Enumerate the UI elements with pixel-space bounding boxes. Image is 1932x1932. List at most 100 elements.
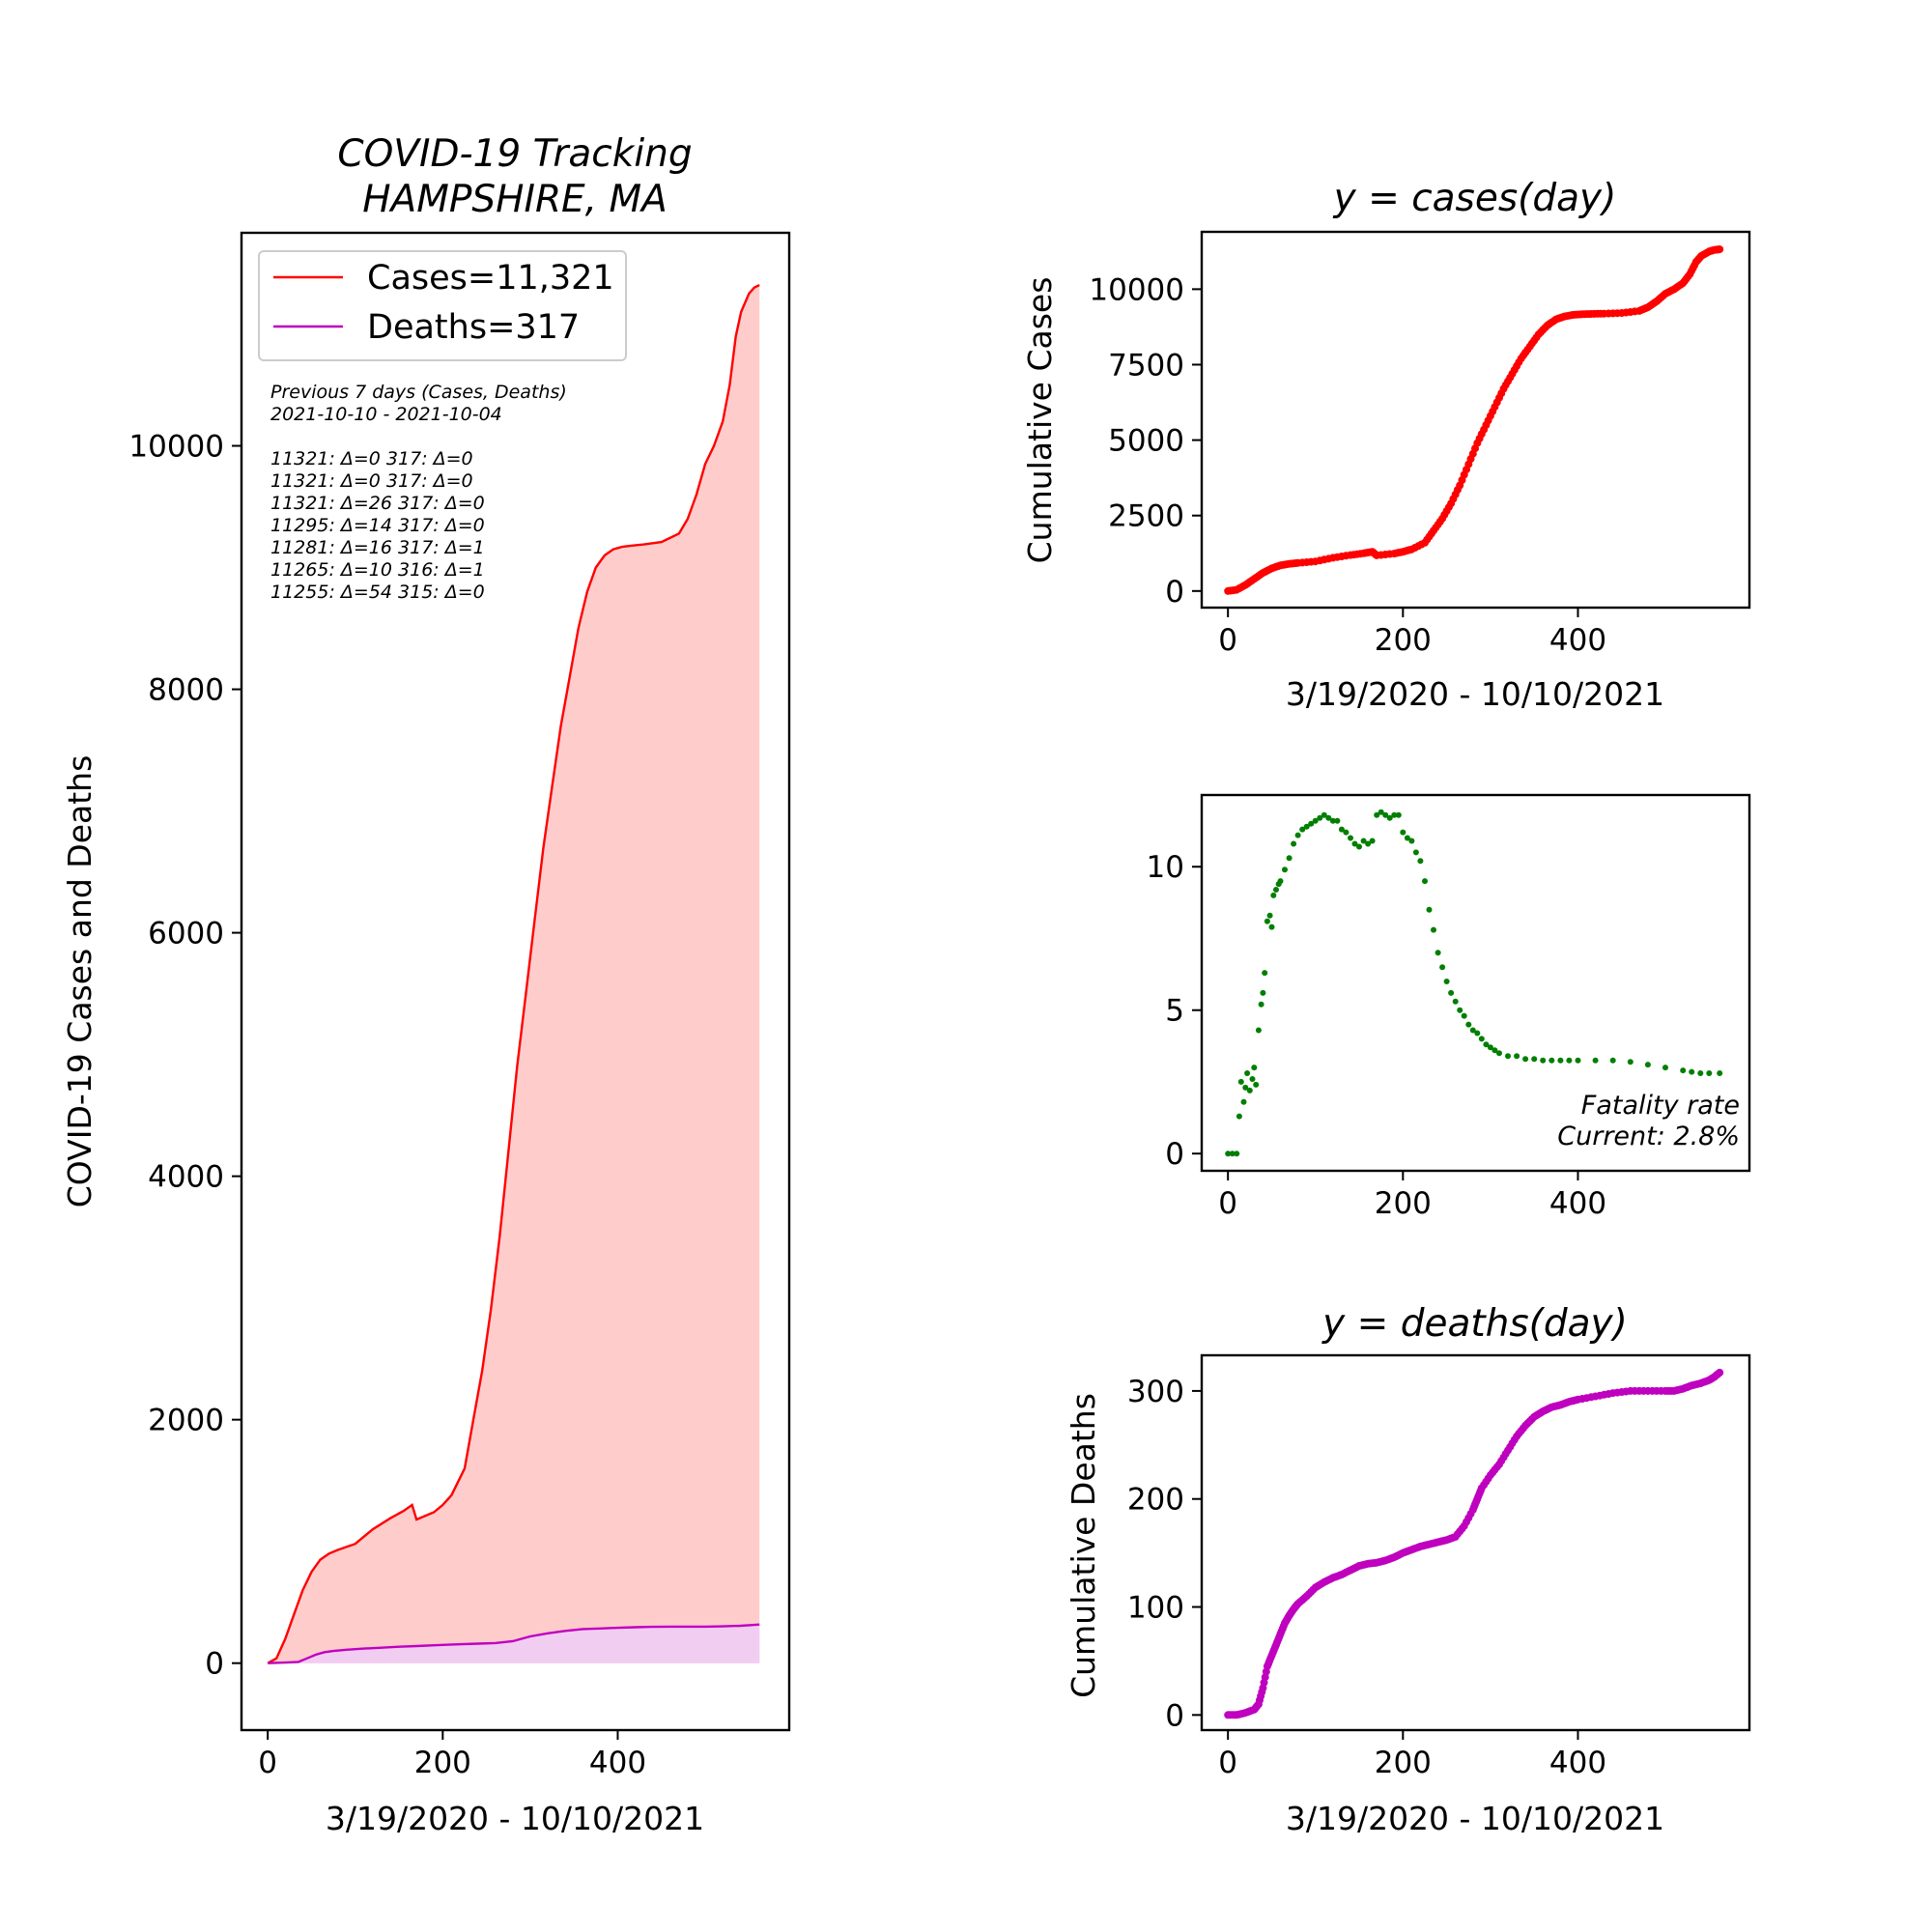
fatality-point bbox=[1644, 1062, 1651, 1068]
y-tick-label: 300 bbox=[1127, 1375, 1184, 1409]
fatality-point bbox=[1260, 989, 1266, 996]
fatality-point bbox=[1329, 817, 1336, 824]
note-line: 2021-10-10 - 2021-10-04 bbox=[270, 404, 502, 425]
x-tick-label: 0 bbox=[1218, 1746, 1237, 1780]
fatality-axis-ticks: 0 200 400 0 5 10 bbox=[1147, 850, 1607, 1221]
main-x-axis-label: 3/19/2020 - 10/10/2021 bbox=[326, 1800, 704, 1837]
legend-label-cases: Cases=11,321 bbox=[367, 259, 614, 298]
main-area-fills bbox=[268, 285, 760, 1663]
main-series-lines bbox=[267, 284, 760, 1664]
y-tick-label: 10 bbox=[1147, 850, 1184, 885]
fatality-point bbox=[1412, 849, 1419, 856]
main-y-axis-label: COVID-19 Cases and Deaths bbox=[61, 755, 99, 1208]
y-tick-label: 10000 bbox=[1089, 272, 1184, 307]
fatality-point bbox=[1706, 1070, 1713, 1076]
fatality-annotation-line-2: Current: 2.8% bbox=[1557, 1122, 1740, 1151]
previous-7-days-note: Previous 7 days (Cases, Deaths) 2021-10-… bbox=[270, 382, 567, 603]
x-tick-label: 200 bbox=[1375, 1186, 1432, 1221]
fatality-point bbox=[1234, 1151, 1240, 1157]
fatality-point bbox=[1321, 811, 1327, 818]
fatality-point bbox=[1395, 811, 1402, 818]
y-tick-label: 10000 bbox=[128, 430, 224, 465]
fatality-point bbox=[1270, 892, 1277, 898]
x-tick-label: 200 bbox=[1375, 623, 1432, 658]
fatality-point bbox=[1249, 1076, 1256, 1082]
fatality-point bbox=[1338, 826, 1345, 833]
fatality-point bbox=[1478, 1036, 1485, 1042]
fatality-point bbox=[1557, 1057, 1564, 1064]
fatality-point bbox=[1351, 840, 1358, 847]
fatality-point bbox=[1229, 1151, 1236, 1157]
legend-box bbox=[258, 250, 627, 361]
fatality-point bbox=[1448, 989, 1455, 996]
fatality-point bbox=[1452, 998, 1459, 1005]
fatality-point bbox=[1548, 1057, 1555, 1064]
fatality-point bbox=[1264, 918, 1270, 924]
main-plot-frame bbox=[240, 231, 791, 1732]
fatality-point bbox=[1268, 923, 1275, 930]
note-line: 11321: Δ=0 317: Δ=0 bbox=[270, 448, 473, 469]
main-chart-title-line-2: HAMPSHIRE, MA bbox=[362, 178, 668, 221]
y-tick-label: 100 bbox=[1127, 1591, 1184, 1626]
deaths-line bbox=[268, 1623, 760, 1664]
fatality-point bbox=[1391, 811, 1398, 818]
fatality-point bbox=[1697, 1070, 1704, 1076]
fatality-point bbox=[1627, 1059, 1634, 1065]
y-tick-label: 0 bbox=[1165, 575, 1184, 610]
fatality-point bbox=[1404, 835, 1410, 841]
cases-line bbox=[267, 284, 760, 1664]
fatality-point bbox=[1592, 1057, 1599, 1064]
deaths-chart-title: y = deaths(day) bbox=[1321, 1302, 1628, 1346]
fatality-point bbox=[1317, 814, 1323, 821]
fatality-point bbox=[1457, 1007, 1463, 1013]
fatality-point bbox=[1378, 809, 1384, 815]
y-tick-label: 6000 bbox=[148, 917, 224, 952]
x-tick-label: 0 bbox=[1218, 1186, 1237, 1221]
fatality-point bbox=[1277, 878, 1284, 885]
fatality-point bbox=[1505, 1053, 1511, 1060]
cases-area bbox=[268, 285, 760, 1663]
fatality-points bbox=[1225, 809, 1723, 1157]
y-tick-label: 4000 bbox=[148, 1160, 224, 1195]
x-tick-label: 200 bbox=[1375, 1746, 1432, 1780]
fatality-point bbox=[1334, 817, 1341, 824]
fatality-point bbox=[1386, 814, 1393, 821]
fatality-point bbox=[1469, 1027, 1476, 1034]
deaths-area bbox=[268, 1624, 760, 1663]
fatality-point bbox=[1299, 826, 1306, 833]
fatality-point bbox=[1496, 1050, 1502, 1057]
y-tick-label: 5000 bbox=[1108, 424, 1184, 459]
deaths-points bbox=[1224, 1368, 1724, 1719]
x-tick-label: 400 bbox=[1549, 623, 1606, 658]
fatality-point bbox=[1356, 843, 1362, 850]
x-tick-label: 400 bbox=[1549, 1186, 1606, 1221]
fatality-point bbox=[1492, 1047, 1498, 1054]
fatality-point bbox=[1689, 1068, 1695, 1075]
fatality-point bbox=[1258, 1001, 1264, 1008]
note-line: 11295: Δ=14 317: Δ=0 bbox=[270, 515, 485, 536]
fatality-point bbox=[1422, 878, 1428, 885]
cases-x-axis-label: 3/19/2020 - 10/10/2021 bbox=[1286, 675, 1664, 713]
y-tick-label: 5 bbox=[1165, 994, 1184, 1029]
fatality-point bbox=[1382, 811, 1389, 818]
fatality-point bbox=[1303, 823, 1310, 830]
fatality-point bbox=[1291, 840, 1297, 847]
fatality-point bbox=[1522, 1056, 1529, 1063]
fatality-point bbox=[1312, 817, 1319, 824]
main-chart: COVID-19 Tracking HAMPSHIRE, MA 0 200 4000… bbox=[61, 132, 791, 1837]
fatality-point bbox=[1514, 1053, 1520, 1060]
cases-point bbox=[1716, 245, 1724, 254]
fatality-point bbox=[1286, 855, 1293, 862]
fatality-point bbox=[1225, 1151, 1232, 1157]
fatality-point bbox=[1609, 1057, 1616, 1064]
fatality-point bbox=[1575, 1057, 1581, 1064]
fatality-point bbox=[1400, 829, 1406, 836]
main-chart-title-line-1: COVID-19 Tracking bbox=[337, 132, 692, 176]
cases-points bbox=[1224, 245, 1724, 595]
fatality-point bbox=[1236, 1113, 1242, 1120]
x-tick-label: 200 bbox=[414, 1746, 471, 1780]
deaths-axis-ticks: 0 200 400 0 100 200 300 bbox=[1127, 1375, 1606, 1780]
fatality-point bbox=[1365, 840, 1372, 847]
y-tick-label: 0 bbox=[205, 1647, 224, 1682]
